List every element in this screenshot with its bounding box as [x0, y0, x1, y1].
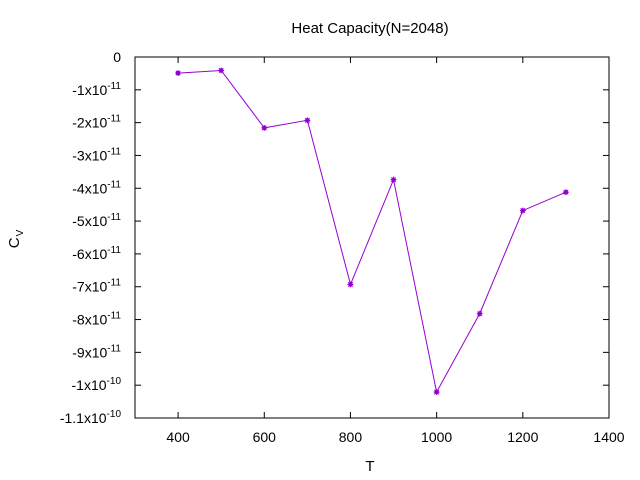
y-tick-mantissa: -6x10 [72, 246, 107, 262]
y-tick-label: -3x10-11 [72, 146, 121, 163]
y-tick-exponent: -11 [107, 146, 121, 157]
y-tick-label: -6x10-11 [72, 245, 121, 262]
y-tick-mantissa: -5x10 [72, 213, 107, 229]
data-point [261, 124, 268, 131]
x-tick-label: 1400 [593, 429, 624, 445]
series-line [178, 69, 567, 394]
plot-frame [134, 56, 610, 419]
y-axis-label-sub: V [15, 229, 26, 236]
series-layer [175, 67, 569, 396]
y-tick-exponent: -11 [107, 114, 121, 125]
y-tick-exponent: -11 [107, 343, 121, 354]
y-tick-mantissa: -4x10 [72, 180, 107, 196]
y-tick-label: -1x10-11 [72, 81, 121, 98]
y-tick-label: -7x10-11 [72, 278, 121, 295]
y-tick-exponent: -11 [107, 179, 121, 190]
y-tick-label: -9x10-11 [72, 343, 121, 360]
y-axis-label-text: CV [6, 229, 26, 248]
x-axis-label: T [365, 458, 374, 475]
y-axis-label: CV [6, 229, 26, 248]
data-point [562, 189, 569, 196]
x-tick-label: 600 [253, 429, 277, 445]
y-tick-mantissa: -3x10 [72, 147, 107, 163]
y-tick-label: -1.1x10-10 [60, 409, 122, 426]
x-tick-label: 1200 [507, 429, 538, 445]
y-tick-label: -2x10-11 [72, 114, 121, 131]
y-tick-label: -1x10-10 [72, 376, 122, 393]
y-tick-label: 0 [113, 49, 121, 65]
y-tick-exponent: -11 [107, 278, 121, 289]
data-point [218, 67, 225, 74]
data-point-d2 [477, 311, 483, 317]
data-point [347, 281, 354, 288]
y-tick-mantissa: -1x10 [72, 377, 107, 393]
y-tick-mantissa: 0 [113, 49, 121, 65]
data-point-d2 [563, 189, 569, 195]
y-tick-mantissa: -8x10 [72, 312, 107, 328]
y-axis-label-main: C [6, 237, 23, 248]
data-point [519, 207, 526, 214]
y-tick-exponent: -11 [107, 212, 121, 223]
y-tick-exponent: -11 [107, 311, 121, 322]
x-tick-label: 800 [339, 429, 363, 445]
y-tick-mantissa: -9x10 [72, 344, 107, 360]
data-point [175, 70, 182, 77]
data-point-d2 [261, 125, 267, 131]
y-tick-mantissa: -7x10 [72, 279, 107, 295]
y-axis: 0-1x10-11-2x10-11-3x10-11-4x10-11-5x10-1… [60, 49, 609, 426]
chart-title: Heat Capacity(N=2048) [291, 20, 448, 37]
data-point-d2 [434, 389, 440, 395]
y-tick-exponent: -11 [107, 245, 121, 256]
data-point-d2 [520, 208, 526, 214]
y-tick-exponent: -10 [107, 376, 122, 387]
y-tick-mantissa: -1.1x10 [60, 410, 107, 426]
y-tick-exponent: -11 [107, 81, 121, 92]
y-tick-label: -5x10-11 [72, 212, 121, 229]
data-point [433, 389, 440, 396]
data-point-d2 [175, 70, 181, 76]
data-point [390, 176, 397, 183]
data-point-d2 [304, 117, 310, 123]
data-point-d2 [347, 281, 354, 287]
data-point-d2 [218, 67, 224, 74]
data-point [476, 310, 483, 317]
y-tick-mantissa: -1x10 [72, 82, 107, 98]
x-tick-label: 400 [166, 429, 190, 445]
data-point [304, 117, 311, 124]
x-tick-label: 1000 [421, 429, 452, 445]
y-tick-label: -4x10-11 [72, 179, 121, 196]
y-tick-exponent: -10 [107, 409, 122, 420]
data-point-d2 [390, 177, 397, 183]
y-tick-mantissa: -2x10 [72, 115, 107, 131]
y-tick-label: -8x10-11 [72, 311, 121, 328]
x-axis: 400 600 800 1000 1200 1400 [166, 57, 625, 445]
